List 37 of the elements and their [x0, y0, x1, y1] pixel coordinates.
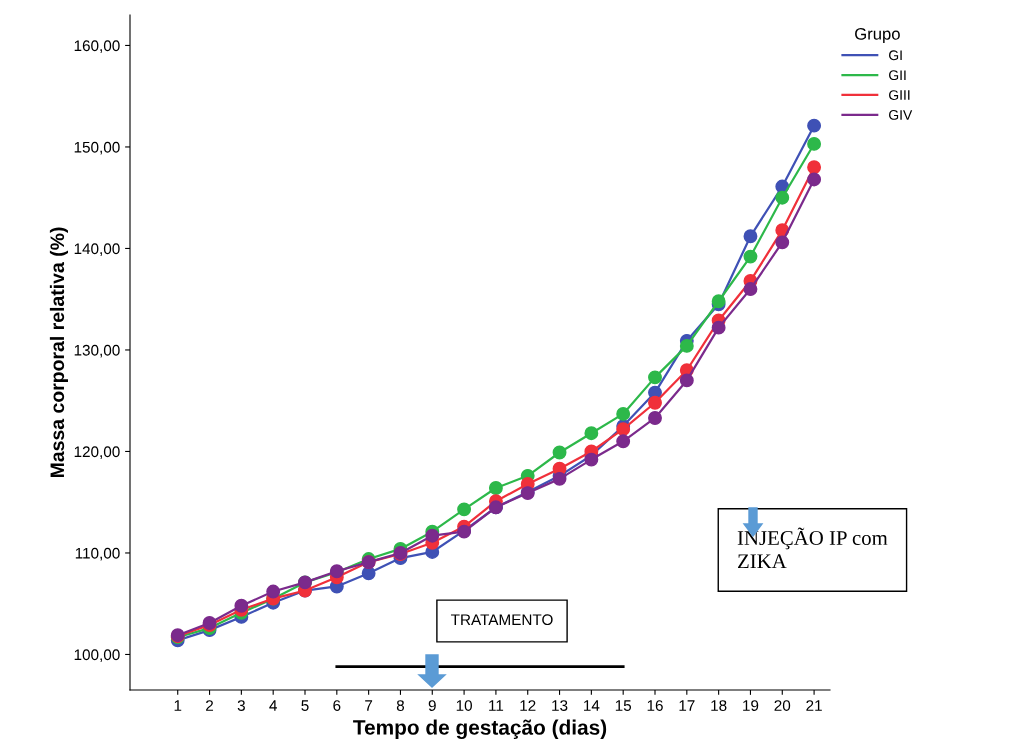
legend-title: Grupo [855, 27, 900, 44]
x-tick-label: 14 [584, 700, 600, 711]
y-tick-label: 150,00 [74, 141, 120, 155]
legend-label: GIV [889, 110, 913, 120]
x-tick-label: 9 [428, 700, 436, 711]
x-axis-title: Tempo de gestação (dias) [353, 719, 607, 740]
x-tick-label: 10 [456, 700, 472, 711]
x-tick-label: 13 [552, 700, 568, 711]
x-tick-label: 2 [206, 700, 214, 711]
legend-label: GI [889, 50, 902, 61]
y-tick-label: 140,00 [74, 243, 120, 256]
y-tick-label: 100,00 [74, 649, 120, 662]
x-tick-label: 15 [615, 700, 632, 711]
legend-label: GIII [889, 90, 910, 100]
x-tick-label: 16 [647, 700, 663, 711]
y-tick-label: 110,00 [75, 547, 120, 561]
legend-label: GII [889, 70, 906, 81]
x-tick-label: 17 [679, 700, 695, 711]
annotation: INJEÇÃO IP com ZIKA [737, 527, 888, 569]
x-tick-label: 18 [711, 700, 727, 711]
x-tick-label: 20 [774, 700, 791, 711]
x-tick-label: 12 [520, 700, 536, 711]
y-axis-title: Massa corporal relativa (%) [49, 227, 68, 478]
x-tick-label: 3 [237, 700, 245, 711]
x-tick-label: 4 [269, 700, 277, 711]
y-tick-label: 120,00 [74, 446, 120, 459]
x-tick-label: 6 [333, 700, 341, 711]
annotation: TRATAMENTO [450, 614, 553, 626]
y-tick-label: 130,00 [74, 344, 120, 358]
y-tick-label: 160,00 [74, 40, 120, 53]
x-tick-label: 21 [806, 700, 822, 711]
x-tick-label: 1 [174, 700, 182, 711]
x-tick-label: 11 [489, 700, 504, 711]
x-tick-label: 19 [743, 700, 759, 711]
x-tick-label: 5 [301, 700, 309, 711]
x-tick-label: 8 [396, 700, 405, 711]
x-tick-label: 7 [365, 700, 373, 711]
